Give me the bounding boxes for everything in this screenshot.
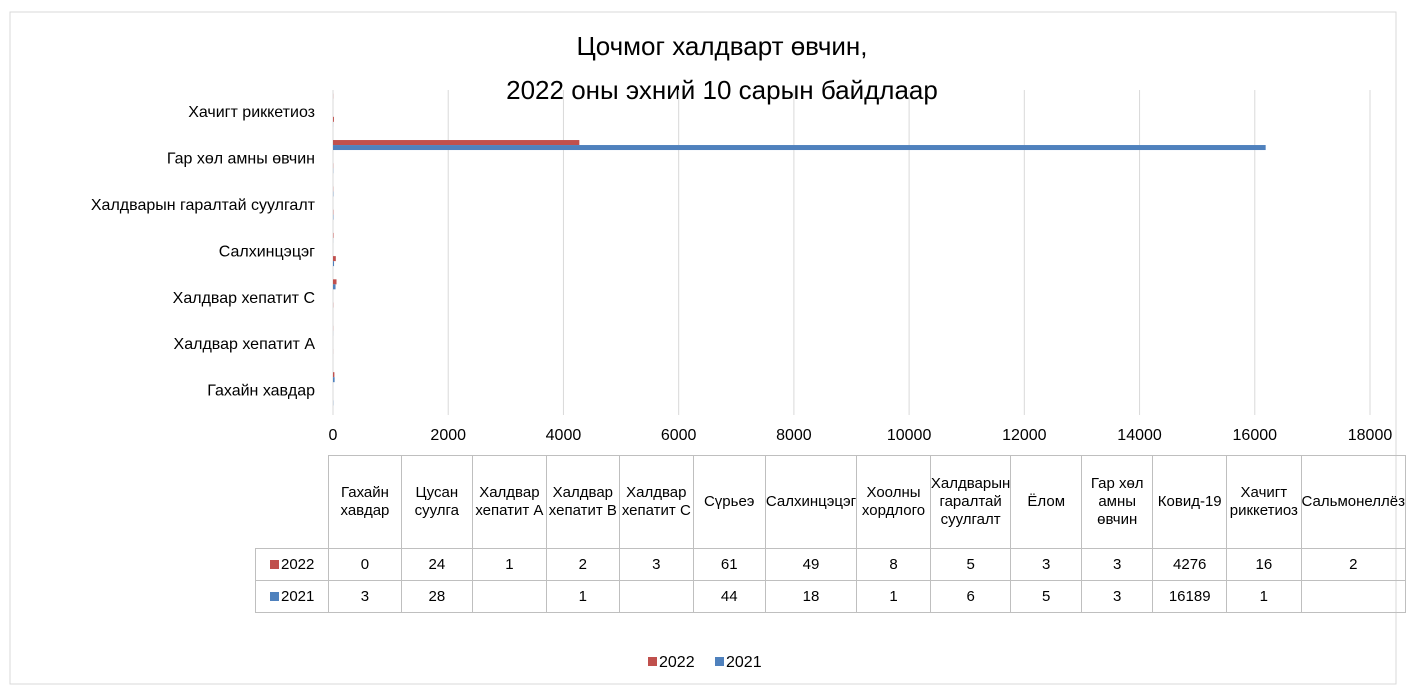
table-cell: 5 [929, 548, 1012, 581]
table-cell [619, 580, 694, 613]
column-header: Салхинцэцэг [764, 455, 858, 549]
column-header: Хоолны хордлого [856, 455, 931, 549]
table-cell [472, 580, 547, 613]
row-header: 2021 [254, 580, 330, 613]
column-header: Гар хөл амны өвчин [1081, 455, 1154, 549]
y-tick-label: Халдвар хепатит С [173, 290, 315, 307]
header-row: Гахайн хавдар Цусан суулга Халдвар хепатит… [256, 455, 1406, 549]
column-header: Халдварын гаралтай суулгалт [929, 455, 1012, 549]
table-cell: 1 [545, 580, 621, 613]
column-header: Сүрьеэ [692, 455, 766, 549]
legend-key [270, 591, 279, 601]
series-row: 2022 0 24 1 2 3 61 49 8 5 3 3 4276 16 2 [254, 548, 1406, 581]
table-cell: 49 [764, 548, 858, 581]
data-table: Гахайн хавдар Цусан суулга Халдвар хепатит… [254, 455, 1406, 613]
table-cell: 2 [1300, 548, 1406, 581]
chart-title: Цочмог халдварт өвчин, [577, 31, 868, 61]
table-cell: 3 [1081, 580, 1154, 613]
column-header: Сальмонеллёз [1300, 455, 1406, 549]
x-tick-label: 8000 [776, 427, 812, 444]
y-tick-label: Халдвар хепатит А [174, 336, 316, 353]
x-tick-label: 16000 [1233, 427, 1278, 444]
table-cell: 1 [472, 548, 547, 581]
y-tick-label: Гахайн хавдар [207, 383, 315, 400]
bar [333, 261, 335, 267]
x-tick-label: 18000 [1348, 427, 1393, 444]
legend-label: 2021 [281, 587, 315, 605]
row-header: 2022 [254, 548, 330, 581]
bar [333, 284, 336, 290]
column-header: Хачигт риккетиоз [1226, 455, 1302, 549]
table-cell: 16 [1226, 548, 1302, 581]
table-cell: 3 [1081, 548, 1154, 581]
chart-frame [9, 11, 1397, 685]
table-cell: 1 [856, 580, 931, 613]
table-cell: 2 [545, 548, 621, 581]
bar [333, 140, 580, 146]
column-header: Ёлом [1010, 455, 1083, 549]
legend-label: 2021 [726, 654, 762, 671]
table-cell: 4276 [1152, 548, 1228, 581]
table-cell: 3 [328, 580, 402, 613]
corner [256, 456, 329, 549]
x-tick-label: 2000 [430, 427, 466, 444]
legend-label: 2022 [281, 555, 315, 573]
chart-title: 2022 оны эхний 10 сарын байдлаар [506, 75, 938, 105]
table-cell: 1 [1226, 580, 1302, 613]
table-cell: 3 [1010, 548, 1083, 581]
y-tick-label: Хачигт риккетиоз [188, 104, 315, 121]
table-cell: 16189 [1152, 580, 1228, 613]
table-cell: 28 [400, 580, 474, 613]
x-tick-label: 4000 [546, 427, 582, 444]
y-tick-label: Гар хөл амны өвчин [167, 150, 315, 167]
bar [333, 372, 335, 378]
table-cell: 5 [1010, 580, 1083, 613]
bar [333, 145, 1266, 151]
legend-label: 2022 [659, 654, 695, 671]
table-cell: 8 [856, 548, 931, 581]
table-cell: 0 [328, 548, 402, 581]
series-row: 2021 3 28 1 44 18 1 6 5 3 16189 1 [254, 580, 1406, 613]
column-header: Цусан суулга [400, 455, 474, 549]
table-cell: 6 [929, 580, 1012, 613]
table-cell: 44 [692, 580, 766, 613]
x-tick-label: 10000 [887, 427, 932, 444]
bar [333, 377, 335, 383]
y-tick-label: Халдварын гаралтай суулгалт [91, 197, 316, 214]
column-header: Гахайн хавдар [328, 455, 402, 549]
x-tick-label: 14000 [1117, 427, 1162, 444]
bar [333, 279, 337, 285]
column-header: Халдвар хепатит С [619, 455, 694, 549]
x-tick-label: 6000 [661, 427, 697, 444]
column-header: Ковид-19 [1152, 455, 1228, 549]
column-header: Халдвар хепатит А [472, 455, 547, 549]
table-cell: 61 [692, 548, 766, 581]
x-tick-label: 12000 [1002, 427, 1047, 444]
table-cell: 3 [619, 548, 694, 581]
table-cell [1300, 580, 1406, 613]
legend-key [270, 559, 279, 569]
legend-swatch [648, 657, 657, 666]
legend-swatch [715, 657, 724, 666]
bar [333, 116, 334, 122]
bar [333, 256, 336, 262]
column-header: Халдвар хепатит В [545, 455, 621, 549]
table-cell: 24 [400, 548, 474, 581]
x-tick-label: 0 [329, 427, 338, 444]
table-cell: 18 [764, 580, 858, 613]
y-tick-label: Салхинцэцэг [219, 243, 315, 260]
